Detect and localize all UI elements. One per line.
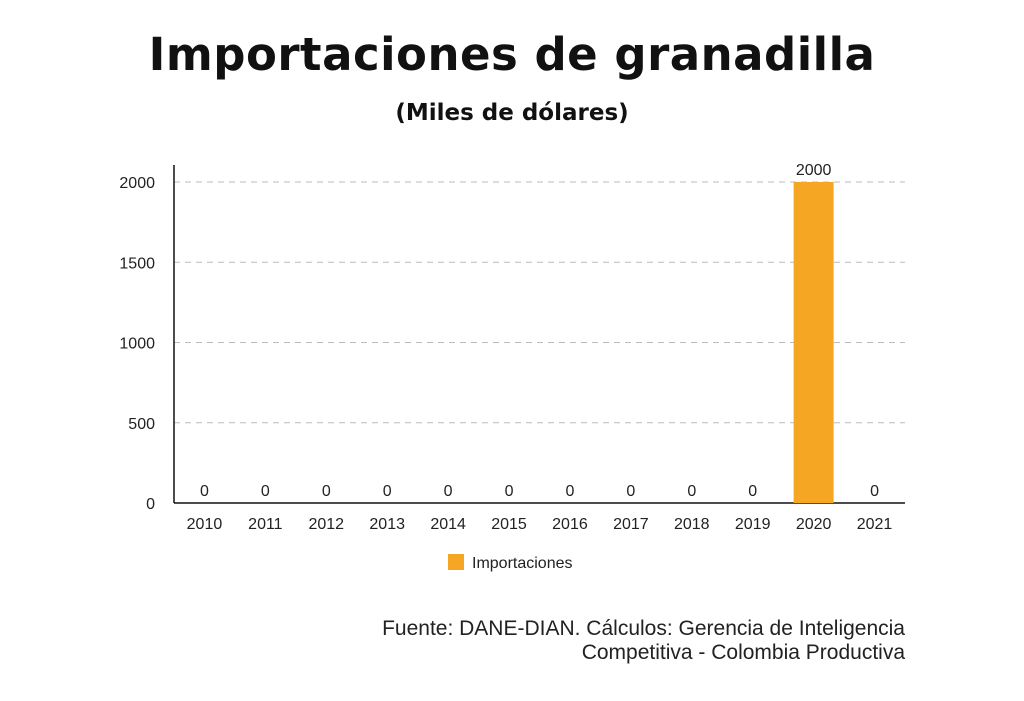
chart-subtitle: (Miles de dólares) xyxy=(395,100,629,126)
data-label: 0 xyxy=(322,483,331,500)
x-tick-label: 2015 xyxy=(491,516,527,533)
x-tick-label: 2021 xyxy=(857,516,893,533)
data-label: 0 xyxy=(870,483,879,500)
y-tick-label: 2000 xyxy=(119,175,155,192)
data-label: 0 xyxy=(748,483,757,500)
y-tick-label: 500 xyxy=(128,416,155,433)
y-tick-label: 1500 xyxy=(119,255,155,272)
x-tick-label: 2019 xyxy=(735,516,771,533)
data-label: 0 xyxy=(261,483,270,500)
data-label: 0 xyxy=(687,483,696,500)
y-tick-label: 1000 xyxy=(119,336,155,353)
x-tick-label: 2018 xyxy=(674,516,710,533)
x-tick-label: 2011 xyxy=(248,516,283,533)
data-label: 0 xyxy=(200,483,209,500)
data-label: 2000 xyxy=(796,162,832,179)
x-tick-label: 2013 xyxy=(369,516,405,533)
legend-label: Importaciones xyxy=(472,555,573,572)
source-line-2: Competitiva - Colombia Productiva xyxy=(581,641,905,664)
x-tick-label: 2012 xyxy=(308,516,344,533)
x-tick-label: 2010 xyxy=(187,516,223,533)
bar xyxy=(793,182,834,503)
data-label: 0 xyxy=(626,483,635,500)
chart-title: Importaciones de granadilla xyxy=(148,28,876,81)
data-label: 0 xyxy=(566,483,575,500)
x-tick-label: 2016 xyxy=(552,516,588,533)
x-tick-label: 2020 xyxy=(796,516,832,533)
data-label: 0 xyxy=(505,483,514,500)
x-tick-label: 2017 xyxy=(613,516,649,533)
legend-swatch xyxy=(448,554,464,570)
data-label: 0 xyxy=(383,483,392,500)
y-tick-label: 0 xyxy=(146,496,155,513)
source-note: Fuente: DANE-DIAN. Cálculos: Gerencia de… xyxy=(382,617,905,665)
data-label: 0 xyxy=(444,483,453,500)
x-tick-label: 2014 xyxy=(430,516,466,533)
source-line-1: Fuente: DANE-DIAN. Cálculos: Gerencia de… xyxy=(382,617,905,640)
